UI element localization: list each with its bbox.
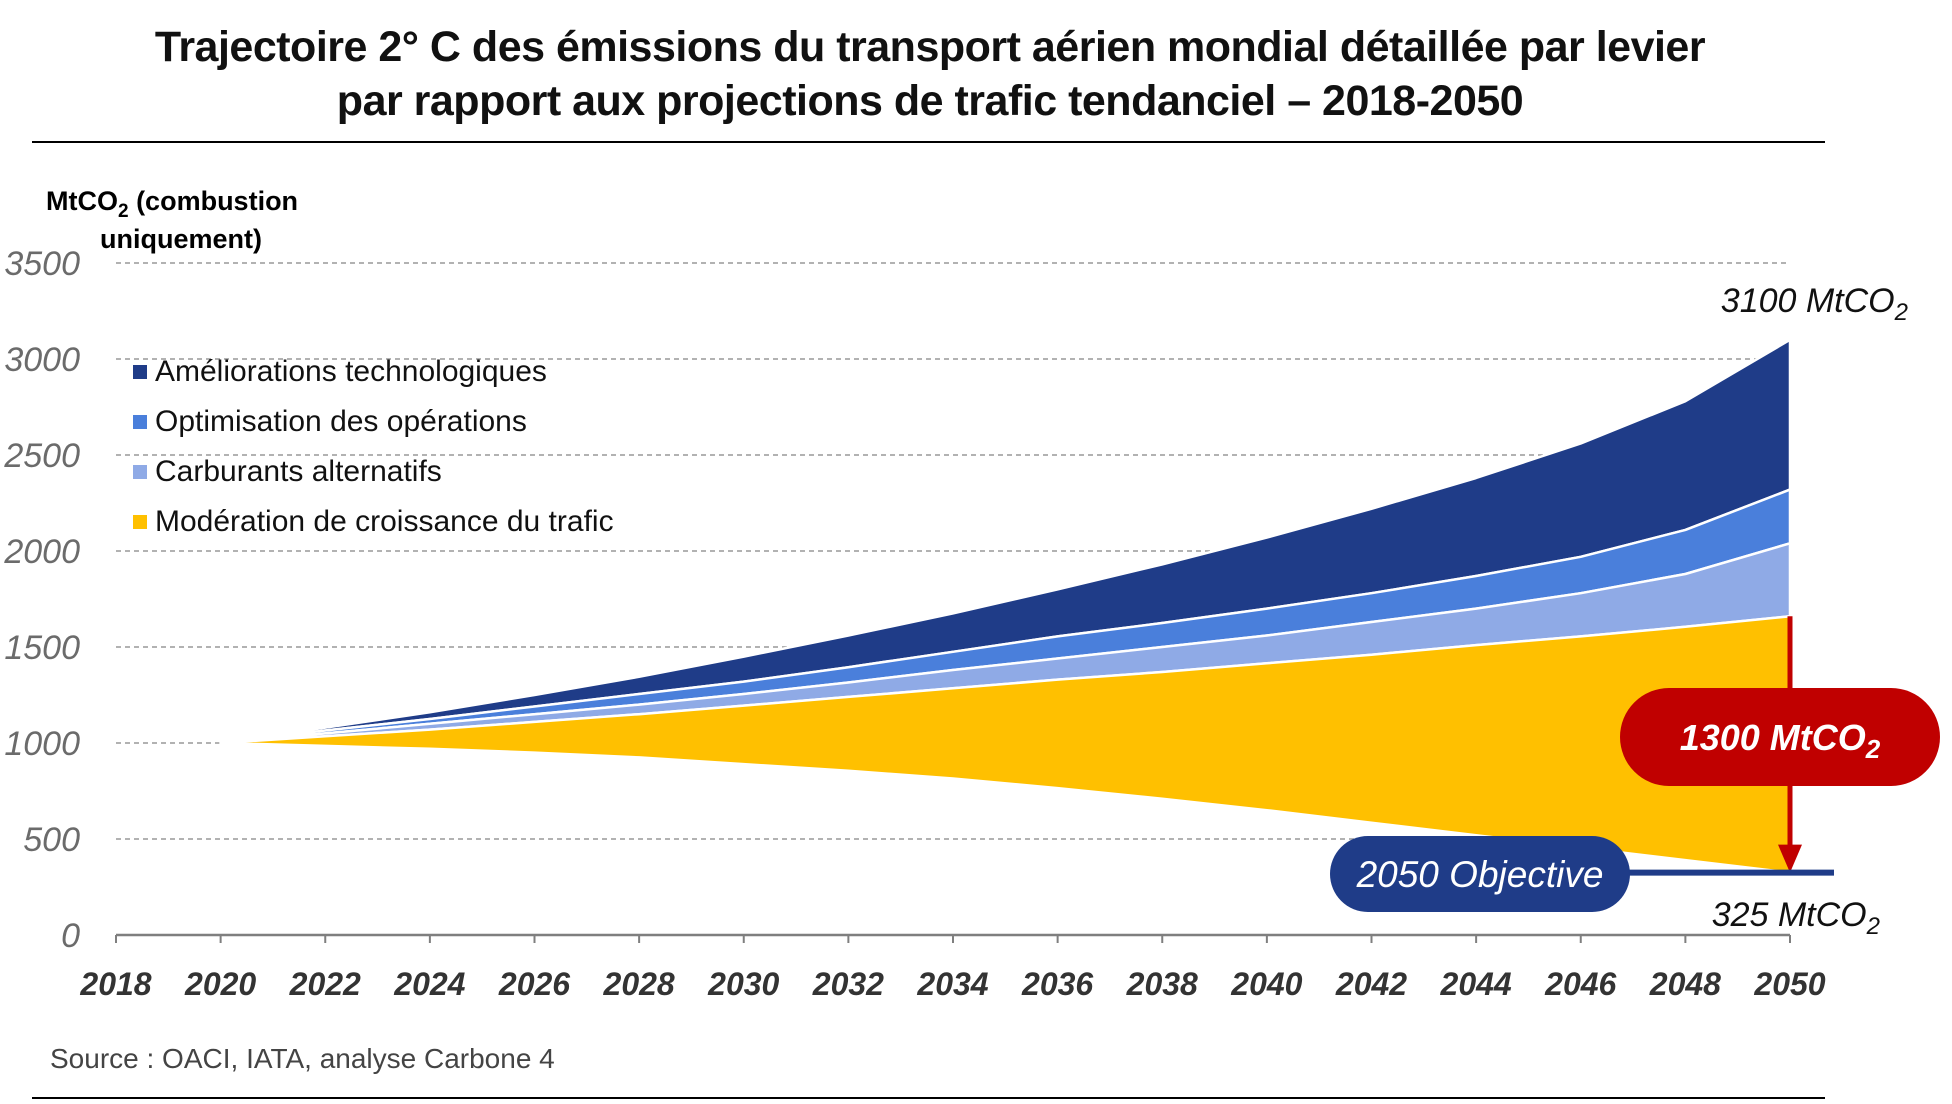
reduction-arrow-head [1778, 844, 1802, 873]
y-tick-label: 0 [61, 917, 80, 955]
reduction-callout: 1300 MtCO2 [1620, 688, 1940, 786]
x-tick-label: 2030 [707, 966, 779, 1002]
x-tick-label: 2048 [1649, 966, 1721, 1002]
x-tick-label: 2034 [916, 966, 988, 1002]
x-tick-label: 2028 [603, 966, 675, 1002]
title-line-2: par rapport aux projections de trafic te… [336, 77, 1524, 125]
x-tick-label: 2018 [79, 966, 151, 1002]
legend-label-operations: Optimisation des opérations [155, 405, 527, 438]
x-tick-label: 2042 [1335, 966, 1407, 1002]
y-tick-label: 1500 [4, 629, 80, 667]
y-tick-label: 3000 [4, 341, 80, 379]
x-tick-label: 2022 [289, 966, 361, 1002]
x-tick-label: 2024 [393, 966, 465, 1002]
annotation-top-value: 3100 MtCO2 [1721, 282, 1908, 326]
x-tick-label: 2044 [1440, 966, 1512, 1002]
annotation-bottom-value: 325 MtCO2 [1712, 896, 1880, 940]
legend-label-technologie: Améliorations technologiques [155, 355, 547, 388]
y-axis-label: MtCO2 (combustion [46, 186, 298, 222]
x-tick-label: 2040 [1230, 966, 1302, 1002]
chart-title: Trajectoire 2° C des émissions du transp… [0, 20, 1860, 128]
title-line-1: Trajectoire 2° C des émissions du transp… [154, 23, 1706, 71]
x-tick-label: 2050 [1753, 966, 1825, 1002]
legend-label-carburants: Carburants alternatifs [155, 455, 442, 488]
top-value-label: 3100 MtCO2 [1721, 282, 1908, 326]
objective-label: 2050 Objective [1356, 854, 1604, 895]
x-tick-label: 2036 [1021, 966, 1093, 1002]
legend: Améliorations technologiques Optimisation… [133, 355, 614, 538]
y-tick-label: 1000 [4, 725, 80, 763]
x-tick-label: 2020 [184, 966, 256, 1002]
reduction-callout-badge [1620, 688, 1940, 786]
y-tick-label: 3500 [4, 245, 80, 283]
x-tick-label: 2046 [1544, 966, 1616, 1002]
y-tick-label: 2000 [3, 533, 80, 571]
objective-marker: 2050 Objective [1330, 836, 1834, 912]
legend-swatch-operations [133, 415, 147, 429]
y-tick-label: 500 [23, 821, 80, 859]
legend-swatch-technologie [133, 365, 147, 379]
legend-label-trafic: Modération de croissance du trafic [155, 505, 614, 538]
reduction-callout-label: 1300 MtCO2 [1680, 717, 1881, 764]
legend-swatch-carburants [133, 465, 147, 479]
bottom-value-label: 325 MtCO2 [1712, 896, 1880, 940]
x-tick-label: 2038 [1126, 966, 1198, 1002]
x-tick-label: 2032 [812, 966, 884, 1002]
x-tick-label: 2026 [498, 966, 570, 1002]
y-axis-label-line2: uniquement) [100, 224, 262, 254]
objective-badge [1330, 836, 1630, 912]
source-note: Source : OACI, IATA, analyse Carbone 4 [50, 1043, 555, 1074]
legend-swatch-trafic [133, 515, 147, 529]
axes: 0 500 1000 1500 2000 2500 3000 3500 2018 2020 2022… [3, 245, 1825, 1002]
y-tick-label: 2500 [3, 437, 80, 475]
